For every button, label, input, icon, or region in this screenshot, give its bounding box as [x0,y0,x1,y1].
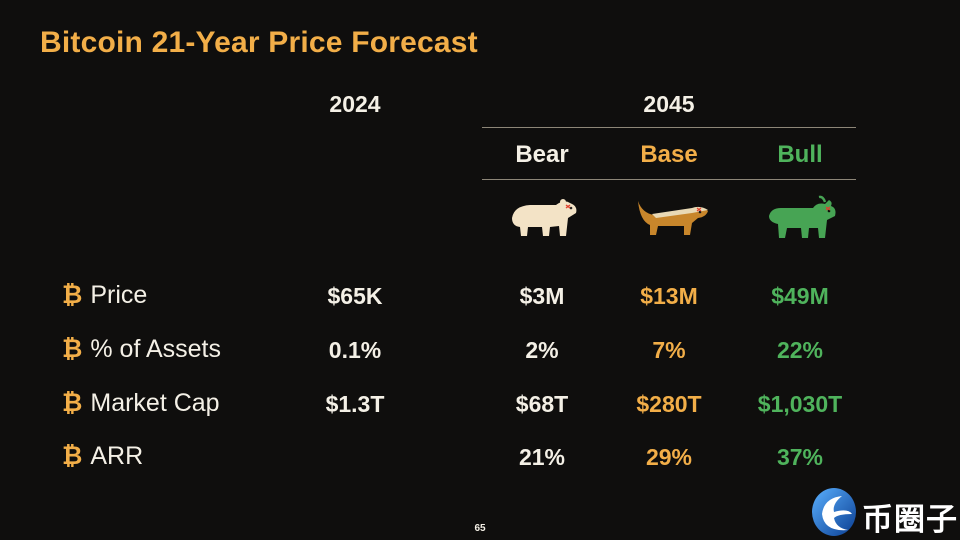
slide-title: Bitcoin 21-Year Price Forecast [40,26,478,59]
scenario-bear-header: Bear [515,141,569,168]
arr-base: 29% [645,444,693,470]
scenario-bull-header: Bull [777,141,823,168]
header-divider-top [482,127,856,128]
row-label-price: ₿ Price [62,281,148,309]
price-bear: $3M [519,283,565,309]
page-number: 65 [474,523,486,534]
bitcoin-icon: ₿ [62,442,83,470]
watermark: 币圈子 [808,484,958,538]
year-2024-header: 2024 [329,91,381,117]
market-cap-base: $280T [636,391,702,417]
scenario-base-header: Base [640,141,698,168]
assets-bull: 22% [776,337,824,363]
bull-icon [763,194,843,246]
market-cap-bull: $1,030T [757,391,843,417]
bear-icon [504,196,584,248]
price-2024: $65K [327,283,383,309]
price-bull: $49M [771,283,829,309]
row-label-market-cap: ₿ Market Cap [62,389,220,417]
year-2045-header: 2045 [643,91,695,117]
row-label-assets: ₿% of Assets [62,335,221,363]
bitcoin-icon: ₿ [62,281,83,309]
bitcoin-icon: ₿ [62,335,83,363]
watermark-logo-icon [812,488,856,536]
arr-bear: 21% [518,444,566,470]
row-label-arr: ₿ ARR [62,442,144,470]
assets-base: 7% [652,337,686,363]
assets-bear: 2% [525,337,559,363]
arr-bull: 37% [776,444,824,470]
honey-badger-icon [634,193,714,245]
assets-2024: 0.1% [328,337,382,363]
price-base: $13M [640,283,698,309]
bitcoin-icon: ₿ [62,389,83,417]
header-divider-bottom [482,179,856,180]
watermark-text: 币圈子 [862,502,958,538]
market-cap-bear: $68T [515,391,569,417]
market-cap-2024: $1.3T [325,391,385,417]
